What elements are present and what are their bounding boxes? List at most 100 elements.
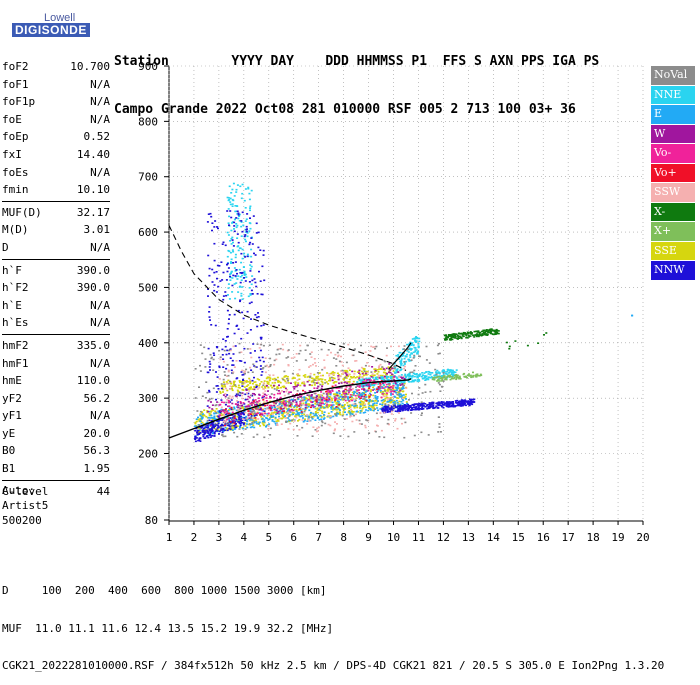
echo-point bbox=[414, 408, 417, 411]
parameters-panel: foF2 10.700 foF1 N/A foF1p N/A foE N/A foEp 0.52 f… bbox=[2, 58, 110, 500]
echo-point bbox=[204, 426, 206, 429]
echo-point bbox=[242, 427, 245, 430]
echo-point bbox=[295, 400, 298, 403]
echo-point bbox=[382, 406, 385, 408]
param-label: foF1p bbox=[2, 95, 36, 109]
echo-point bbox=[274, 422, 277, 425]
echo-point bbox=[240, 295, 243, 297]
echo-point bbox=[412, 404, 415, 407]
echo-point bbox=[259, 280, 262, 282]
auto-label: Auto: bbox=[2, 484, 36, 497]
echo-point bbox=[449, 335, 452, 337]
echo-point bbox=[424, 405, 427, 408]
echo-point bbox=[420, 401, 423, 403]
echo-point bbox=[356, 385, 359, 387]
echo-point bbox=[364, 374, 367, 376]
echo-point bbox=[410, 407, 413, 409]
echo-point bbox=[376, 391, 379, 393]
echo-point bbox=[473, 401, 476, 403]
echo-point bbox=[381, 374, 384, 377]
echo-point bbox=[228, 405, 231, 407]
echo-point bbox=[257, 408, 260, 411]
echo-point bbox=[440, 385, 443, 388]
echo-point bbox=[441, 403, 444, 406]
echo-point bbox=[424, 403, 427, 405]
echo-point bbox=[270, 416, 273, 418]
echo-point bbox=[336, 408, 339, 411]
echo-point bbox=[384, 390, 386, 392]
echo-point bbox=[346, 402, 349, 404]
echo-point bbox=[350, 395, 353, 398]
echo-point bbox=[273, 388, 276, 390]
echo-point bbox=[252, 402, 255, 404]
echo-point bbox=[447, 406, 450, 408]
echo-point bbox=[289, 405, 291, 407]
echo-point bbox=[247, 187, 250, 190]
legend-item: X- bbox=[651, 202, 695, 221]
echo-point bbox=[249, 209, 251, 212]
echo-point bbox=[201, 414, 204, 417]
echo-point bbox=[390, 406, 393, 408]
echo-point bbox=[321, 400, 324, 402]
echo-point bbox=[237, 384, 240, 387]
echo-point bbox=[470, 376, 473, 379]
echo-point bbox=[454, 371, 457, 374]
echo-point bbox=[403, 382, 406, 385]
echo-point bbox=[399, 405, 402, 407]
echo-point bbox=[204, 430, 207, 432]
echo-point bbox=[416, 351, 419, 354]
echo-point bbox=[257, 421, 260, 424]
echo-point bbox=[226, 270, 229, 273]
echo-point bbox=[235, 282, 238, 284]
param-value: N/A bbox=[90, 112, 110, 126]
echo-point bbox=[222, 378, 225, 381]
echo-point bbox=[298, 368, 301, 371]
echo-point bbox=[293, 388, 296, 390]
echo-point bbox=[229, 197, 232, 200]
echo-point bbox=[268, 418, 271, 420]
echo-point bbox=[418, 380, 421, 382]
echo-point bbox=[229, 203, 232, 206]
echo-point bbox=[448, 376, 451, 378]
echo-point bbox=[256, 401, 259, 403]
echo-point bbox=[261, 422, 264, 424]
echo-point bbox=[368, 385, 371, 388]
echo-point bbox=[306, 420, 309, 422]
echo-point bbox=[279, 409, 282, 412]
echo-point bbox=[252, 414, 255, 416]
echo-point bbox=[235, 393, 238, 395]
echo-point bbox=[478, 333, 481, 335]
param-label: foE bbox=[2, 112, 22, 126]
echo-point bbox=[221, 243, 224, 245]
echo-point bbox=[417, 408, 420, 410]
echo-point bbox=[231, 188, 234, 191]
echo-point bbox=[481, 333, 484, 335]
echo-point bbox=[242, 402, 245, 404]
echo-point bbox=[198, 424, 201, 426]
echo-point bbox=[242, 317, 245, 320]
echo-point bbox=[227, 322, 230, 325]
echo-point bbox=[228, 318, 230, 320]
echo-point bbox=[303, 384, 306, 387]
echo-point bbox=[286, 400, 289, 403]
header-line-2: Campo Grande 2022 Oct08 281 010000 RSF 0… bbox=[114, 102, 576, 117]
echo-point bbox=[226, 429, 229, 432]
echo-point bbox=[426, 407, 429, 410]
echo-point bbox=[298, 408, 301, 410]
echo-point bbox=[444, 339, 447, 341]
echo-point bbox=[230, 406, 233, 409]
echo-point bbox=[299, 408, 302, 411]
echo-point bbox=[325, 399, 328, 402]
echo-point bbox=[383, 411, 386, 414]
echo-point bbox=[206, 430, 209, 433]
echo-point bbox=[386, 396, 389, 399]
echo-point bbox=[452, 405, 455, 408]
echo-point bbox=[417, 379, 420, 381]
echo-point bbox=[327, 412, 330, 415]
echo-point bbox=[400, 417, 403, 420]
echo-point bbox=[433, 376, 436, 379]
echo-point bbox=[225, 375, 228, 377]
echo-point bbox=[432, 376, 435, 379]
echo-point bbox=[372, 346, 375, 348]
echo-point bbox=[423, 375, 426, 378]
